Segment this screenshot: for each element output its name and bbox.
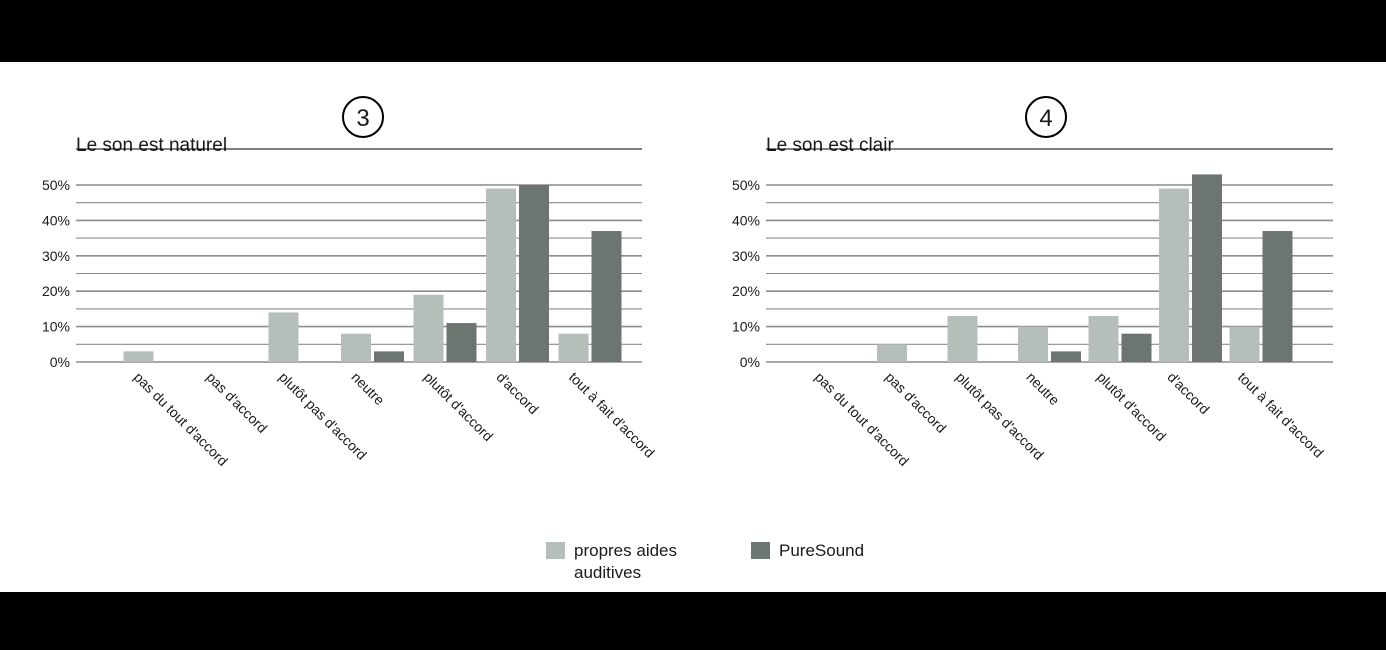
y-tick-label: 40% [732, 212, 760, 228]
legend-item-puresound: PureSound [751, 540, 914, 584]
category-label: tout à fait d'accord [1235, 369, 1327, 461]
bar-own-aids [877, 344, 907, 362]
chart-title: Le son est naturel [76, 135, 227, 156]
bar-puresound [1192, 174, 1222, 362]
bar-puresound [1121, 333, 1152, 362]
bar-own-aids [486, 188, 516, 362]
category-label: d'accord [1164, 369, 1212, 417]
y-tick-label: 20% [42, 283, 70, 299]
bar-puresound [374, 351, 404, 362]
y-tick-label: 20% [732, 283, 760, 299]
category-label: pas d'accord [203, 369, 270, 436]
y-tick-label: 50% [42, 177, 70, 193]
bar-own-aids [558, 333, 589, 362]
category-label: plutôt d'accord [1094, 369, 1169, 444]
chart-number-circle [342, 96, 384, 138]
chart-number: 4 [1039, 105, 1052, 132]
bar-own-aids [123, 351, 154, 362]
y-tick-label: 50% [732, 177, 760, 193]
bar-own-aids [413, 294, 444, 362]
y-tick-label: 0% [740, 354, 760, 370]
bar-puresound [1262, 231, 1293, 362]
category-label: pas d'accord [882, 369, 949, 436]
category-label: tout à fait d'accord [566, 369, 658, 461]
chart-number-circle [1025, 96, 1067, 138]
legend-swatch-puresound [751, 542, 770, 559]
bar-puresound [519, 185, 549, 362]
y-tick-label: 10% [732, 319, 760, 335]
y-tick-label: 30% [42, 248, 70, 264]
category-label: d'accord [493, 369, 541, 417]
legend-label-own-aids: propres aides auditives [574, 541, 678, 582]
bar-puresound [1051, 351, 1081, 362]
y-tick-label: 10% [42, 319, 70, 335]
legend-item-own-aids: propres aides auditives [546, 540, 709, 584]
category-label: plutôt d'accord [421, 369, 496, 444]
category-label: neutre [1023, 369, 1063, 409]
bar-own-aids [341, 333, 371, 362]
bar-puresound [446, 323, 477, 362]
bar-own-aids [268, 312, 299, 362]
chart-title: Le son est clair [766, 135, 894, 156]
bar-own-aids [1229, 326, 1260, 362]
charts-canvas: 3Le son est naturel0%10%20%30%40%50%pas … [42, 96, 1333, 469]
bar-own-aids [1159, 188, 1189, 362]
figure-panel: 3 Le son est naturel 0% 10% 20% 30% 40% 50% pas … [0, 62, 1386, 592]
y-tick-label: 40% [42, 212, 70, 228]
bar-own-aids [947, 315, 978, 362]
bar-own-aids [1088, 315, 1119, 362]
y-tick-label: 30% [732, 248, 760, 264]
legend-label-puresound: PureSound [779, 541, 865, 560]
legend: propres aides auditives PureSound [546, 540, 914, 584]
category-label: neutre [348, 369, 388, 409]
bar-own-aids [1018, 326, 1048, 362]
bar-puresound [591, 231, 622, 362]
y-tick-label: 0% [50, 354, 70, 370]
legend-swatch-own-aids [546, 542, 565, 559]
chart-number: 3 [356, 105, 369, 132]
